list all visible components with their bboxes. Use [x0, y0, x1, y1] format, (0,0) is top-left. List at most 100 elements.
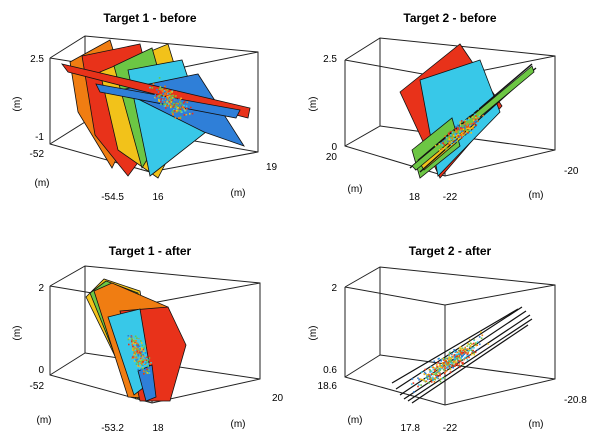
data-point [170, 98, 172, 101]
data-point [163, 98, 165, 100]
data-point [170, 97, 172, 99]
data-point [183, 100, 186, 103]
data-point [459, 357, 461, 360]
data-point [163, 103, 165, 106]
data-point [457, 136, 460, 139]
data-point [472, 119, 475, 122]
data-point [459, 360, 462, 363]
axis-box [344, 266, 556, 406]
data-point [445, 141, 448, 143]
data-point [134, 347, 137, 350]
data-point [146, 372, 149, 374]
data-point [156, 88, 158, 91]
data-point [444, 363, 446, 365]
data-point [174, 110, 177, 113]
data-point [140, 356, 142, 358]
data-point [182, 109, 184, 112]
data-point [473, 353, 475, 356]
data-point [143, 373, 145, 375]
data-point [132, 345, 134, 348]
data-point [134, 342, 137, 345]
z-tick-top: 2 [38, 283, 44, 294]
data-point [186, 114, 189, 117]
data-point [452, 134, 455, 137]
data-point [452, 362, 454, 364]
data-point [449, 368, 452, 371]
data-point [470, 123, 473, 125]
y-axis-label: (m) [348, 415, 363, 426]
data-point [477, 120, 479, 123]
data-point [450, 138, 452, 141]
data-point [462, 363, 464, 365]
data-point [130, 336, 132, 338]
data-point [137, 352, 139, 355]
data-point [461, 125, 463, 127]
data-point [476, 119, 478, 121]
data-point [455, 134, 458, 136]
data-point [174, 117, 177, 119]
data-point [189, 113, 191, 115]
data-point [464, 346, 466, 349]
data-point [158, 100, 160, 102]
data-point [474, 351, 477, 354]
chart-title: Target 1 - before [103, 11, 196, 25]
data-point [461, 354, 463, 357]
data-point [132, 336, 135, 339]
data-point [450, 356, 453, 358]
data-point [169, 92, 172, 95]
data-point [136, 358, 139, 361]
data-point [147, 359, 149, 362]
data-point [458, 353, 460, 356]
data-point [458, 349, 460, 352]
data-point [132, 340, 134, 342]
data-point [177, 106, 179, 109]
data-point [172, 97, 175, 99]
data-point [430, 379, 432, 381]
data-point [127, 335, 130, 337]
y-axis-label: (m) [348, 184, 363, 195]
data-point [433, 367, 436, 369]
data-point [474, 113, 476, 116]
z-axis-label: (m) [308, 326, 319, 341]
data-point [182, 106, 184, 108]
data-point [460, 357, 462, 359]
data-point [154, 93, 157, 96]
data-point [143, 370, 145, 372]
data-point [136, 347, 138, 350]
data-point [436, 377, 439, 379]
data-point [444, 364, 447, 366]
data-point [466, 127, 468, 130]
data-point [477, 108, 479, 110]
data-point [460, 134, 463, 137]
x-tick-right: 19 [266, 162, 278, 173]
data-point [457, 356, 459, 359]
data-point [174, 95, 177, 97]
data-point [131, 338, 133, 340]
data-point [468, 348, 470, 351]
data-point [157, 91, 160, 93]
data-point [160, 102, 162, 104]
z-tick-bottom: -1 [35, 132, 44, 143]
data-point [163, 99, 165, 101]
data-point [449, 135, 452, 137]
data-point [172, 113, 174, 115]
data-point [470, 349, 472, 351]
data-point [440, 366, 443, 369]
data-point [459, 121, 462, 124]
surface-group [61, 39, 251, 179]
data-point [461, 120, 464, 122]
data-point [451, 365, 453, 367]
data-point [137, 344, 139, 347]
data-point [455, 131, 458, 133]
z-tick-bottom: 0.6 [323, 365, 337, 376]
data-point [158, 77, 161, 79]
data-point [139, 365, 141, 368]
data-point [439, 366, 442, 368]
data-point [173, 110, 176, 112]
data-point [180, 97, 182, 100]
data-point [448, 358, 450, 360]
data-point [455, 130, 457, 132]
data-point [449, 131, 452, 133]
data-point [448, 364, 451, 367]
data-point [469, 344, 472, 347]
